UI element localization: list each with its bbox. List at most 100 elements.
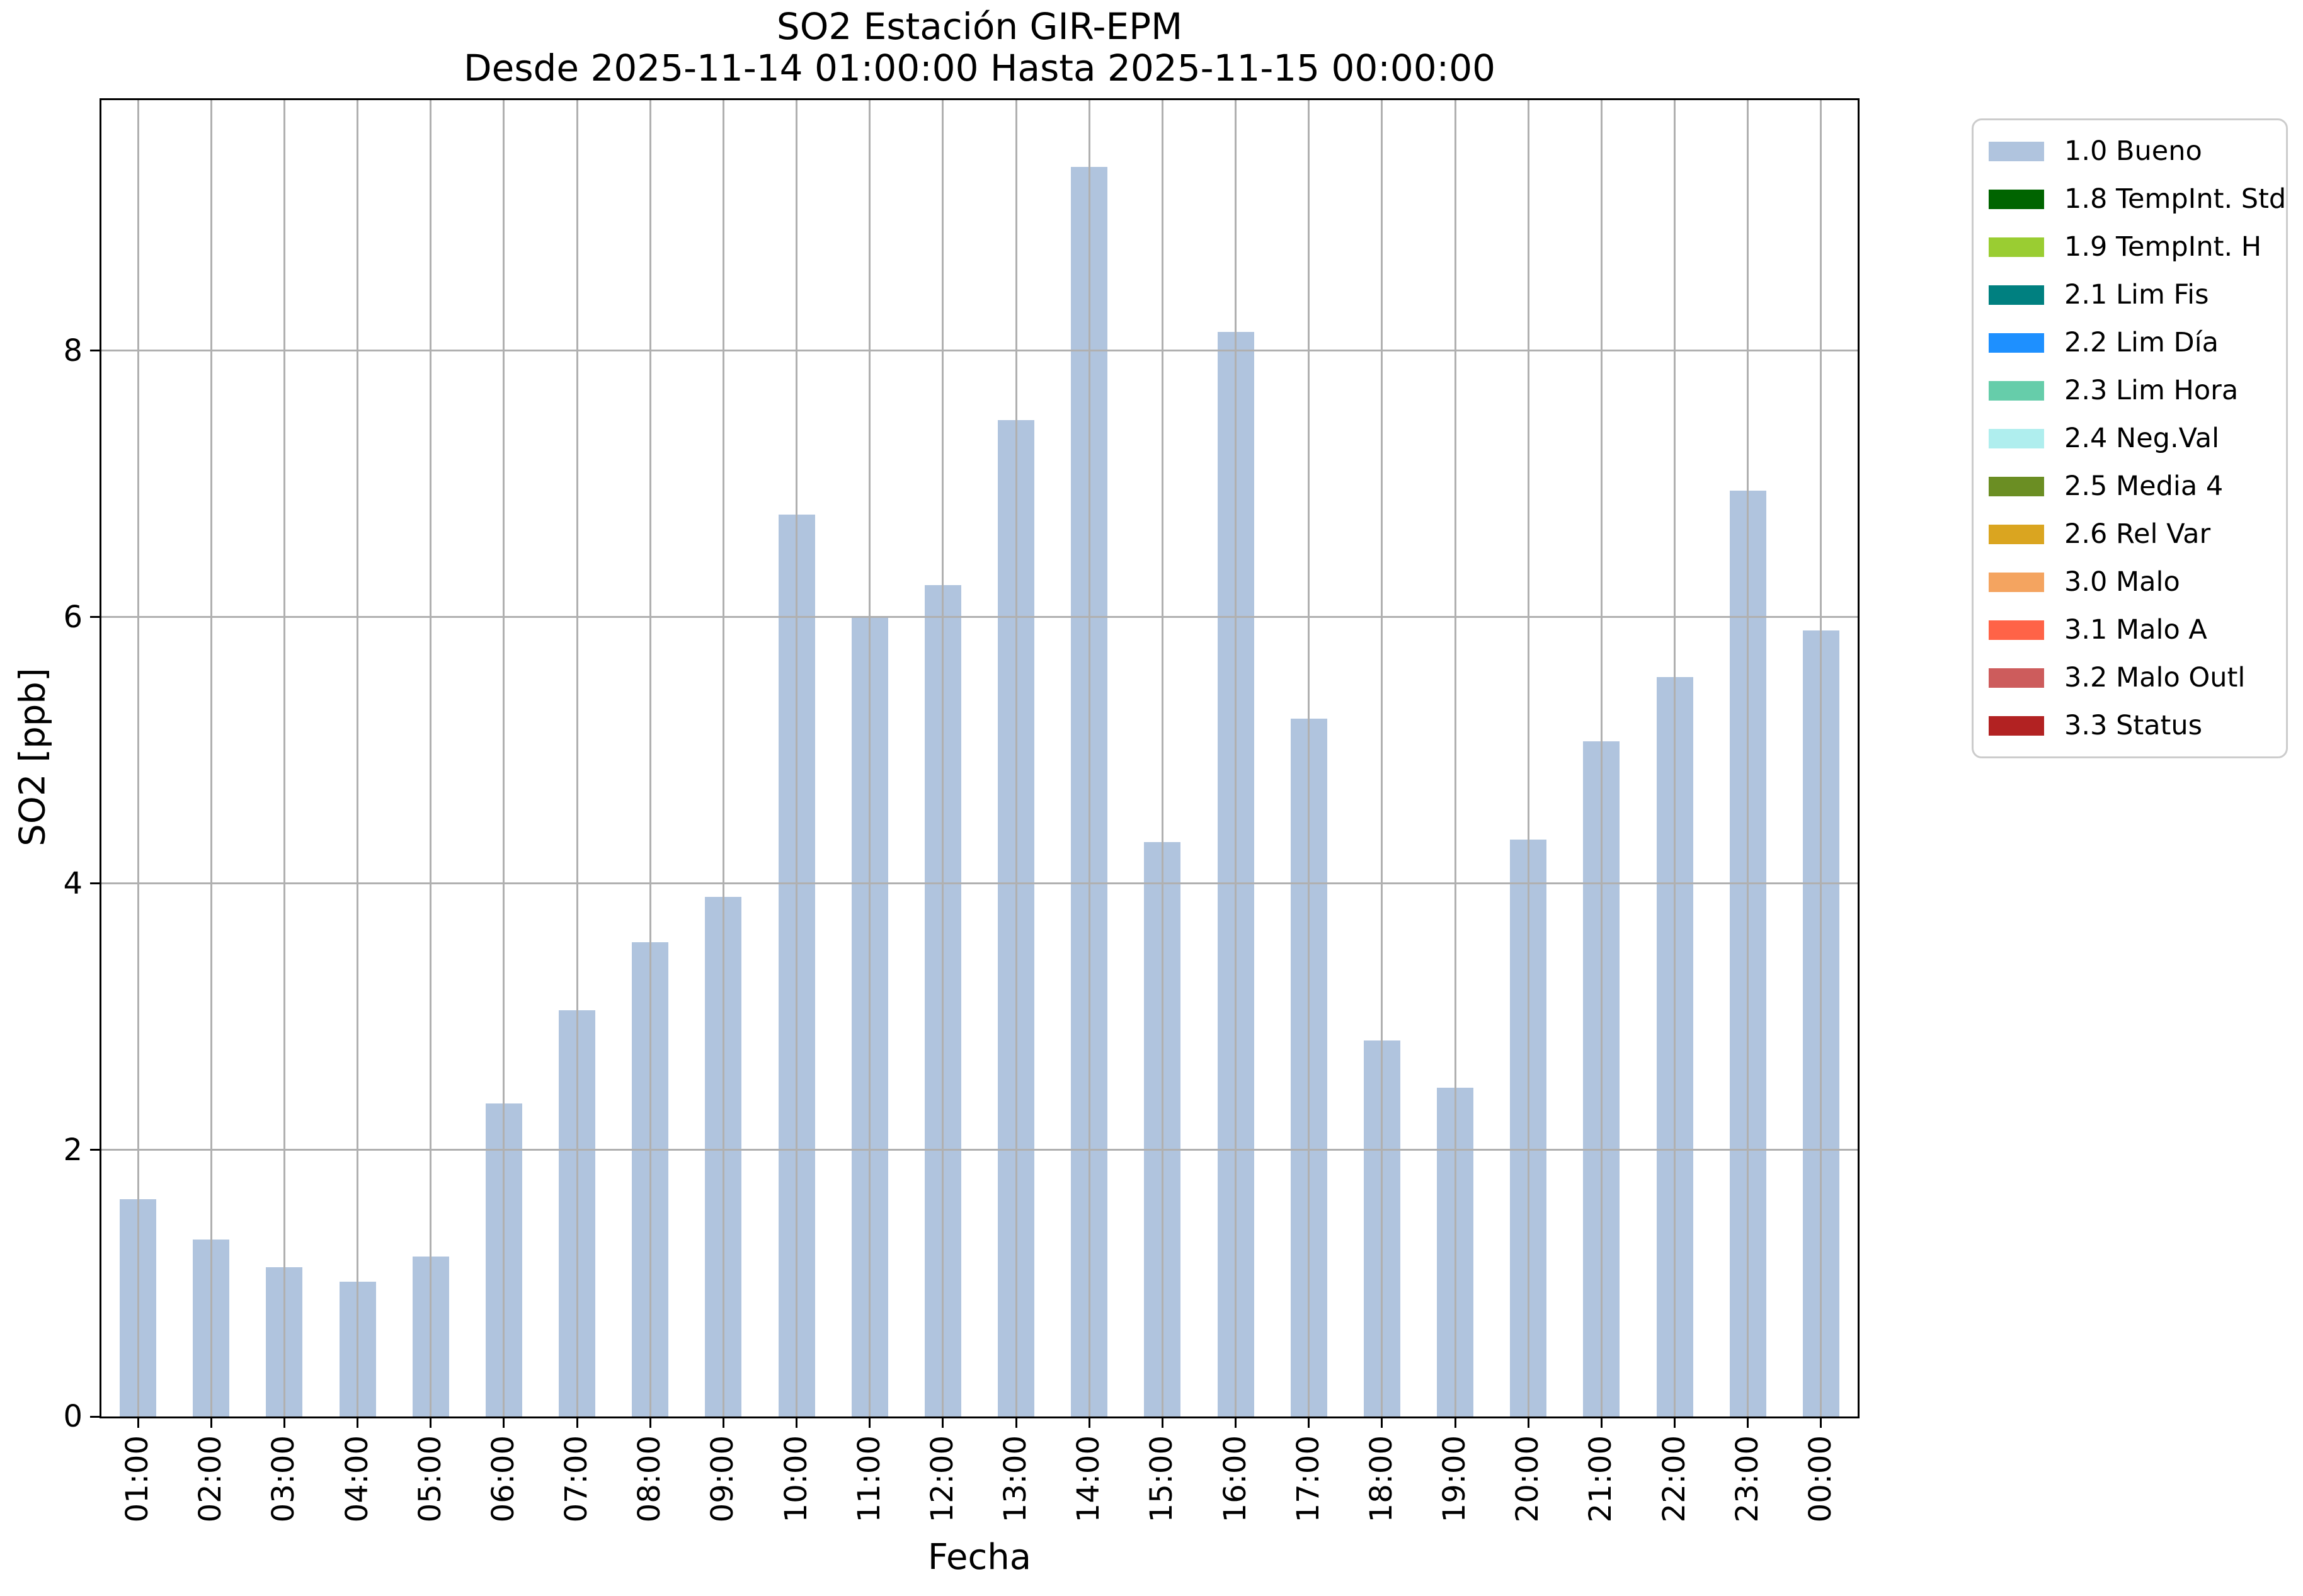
legend-item-label: 2.1 Lim Fis (2064, 279, 2209, 311)
x-tick-mark (1088, 1418, 1090, 1428)
x-axis-label: Fecha (927, 1537, 1032, 1578)
gridline-vertical (796, 100, 798, 1416)
chart-subtitle: Desde 2025-11-14 01:00:00 Hasta 2025-11-… (463, 47, 1496, 89)
legend-item: 3.1 Malo A (1989, 615, 2271, 644)
x-tick-label: 22:00 (1656, 1435, 1692, 1523)
gridline-vertical (1235, 100, 1237, 1416)
x-tick-mark (283, 1418, 285, 1428)
x-tick-mark (1454, 1418, 1456, 1428)
x-tick-label: 06:00 (485, 1435, 521, 1523)
gridline-vertical (1527, 100, 1529, 1416)
chart-title: SO2 Estación GIR-EPM (776, 5, 1183, 48)
x-tick-label: 01:00 (120, 1435, 156, 1523)
y-tick-label: 8 (63, 333, 83, 368)
gridline-horizontal (101, 616, 1858, 618)
legend-item-label: 2.5 Media 4 (2064, 470, 2224, 502)
legend-swatch (1989, 380, 2044, 401)
legend-swatch (1989, 189, 2044, 209)
x-tick-mark (137, 1418, 139, 1428)
x-tick-mark (357, 1418, 359, 1428)
legend-item-label: 2.2 Lim Día (2064, 327, 2219, 358)
legend-item-label: 1.9 TempInt. H (2064, 231, 2262, 263)
x-tick-label: 10:00 (778, 1435, 814, 1523)
x-tick-mark (942, 1418, 944, 1428)
gridline-vertical (1381, 100, 1383, 1416)
y-tick-label: 4 (63, 865, 83, 901)
y-axis-label: SO2 [ppb] (12, 668, 54, 846)
legend-swatch (1989, 476, 2044, 496)
gridline-vertical (1747, 100, 1749, 1416)
y-tick-mark (90, 1415, 100, 1418)
x-tick-mark (1747, 1418, 1749, 1428)
y-tick-label: 2 (63, 1132, 83, 1168)
x-tick-mark (722, 1418, 724, 1428)
gridline-vertical (1454, 100, 1456, 1416)
x-tick-label: 19:00 (1437, 1435, 1473, 1523)
x-tick-mark (796, 1418, 798, 1428)
legend-item-label: 2.4 Neg.Val (2064, 423, 2220, 454)
x-tick-label: 02:00 (193, 1435, 229, 1523)
legend-item: 2.1 Lim Fis (1989, 280, 2271, 309)
legend-item: 2.4 Neg.Val (1989, 424, 2271, 453)
y-tick-mark (90, 350, 100, 352)
x-tick-mark (869, 1418, 871, 1428)
legend-swatch (1989, 524, 2044, 544)
x-tick-label: 20:00 (1510, 1435, 1546, 1523)
x-tick-label: 05:00 (412, 1435, 448, 1523)
legend-swatch (1989, 285, 2044, 305)
legend-item: 2.3 Lim Hora (1989, 376, 2271, 405)
legend-item: 3.2 Malo Outl (1989, 663, 2271, 692)
gridline-vertical (1308, 100, 1310, 1416)
x-tick-mark (1308, 1418, 1310, 1428)
x-tick-label: 14:00 (1071, 1435, 1107, 1523)
x-tick-label: 09:00 (705, 1435, 741, 1523)
x-tick-mark (1527, 1418, 1529, 1428)
y-tick-mark (90, 882, 100, 885)
legend-item: 1.9 TempInt. H (1989, 232, 2271, 261)
gridline-vertical (722, 100, 724, 1416)
gridline-vertical (503, 100, 505, 1416)
gridline-vertical (576, 100, 578, 1416)
legend-item: 2.2 Lim Día (1989, 328, 2271, 357)
gridline-horizontal (101, 1149, 1858, 1151)
x-tick-label: 00:00 (1802, 1435, 1838, 1523)
x-tick-label: 18:00 (1363, 1435, 1399, 1523)
legend-item-label: 2.3 Lim Hora (2064, 375, 2239, 406)
legend-item-label: 1.0 Bueno (2064, 135, 2202, 167)
legend-item-label: 1.8 TempInt. Std (2064, 183, 2287, 215)
gridline-vertical (357, 100, 359, 1416)
gridline-vertical (869, 100, 871, 1416)
x-tick-label: 13:00 (998, 1435, 1034, 1523)
gridline-vertical (210, 100, 212, 1416)
gridline-vertical (283, 100, 285, 1416)
x-tick-label: 23:00 (1729, 1435, 1765, 1523)
legend-item-label: 3.2 Malo Outl (2064, 662, 2246, 693)
legend-swatch (1989, 620, 2044, 640)
legend-swatch (1989, 572, 2044, 592)
x-tick-mark (1381, 1418, 1383, 1428)
legend-item: 3.0 Malo (1989, 567, 2271, 596)
gridline-vertical (942, 100, 944, 1416)
legend-item-label: 3.3 Status (2064, 710, 2203, 741)
gridline-horizontal (101, 350, 1858, 352)
y-tick-mark (90, 616, 100, 618)
legend-item: 1.0 Bueno (1989, 137, 2271, 166)
legend-swatch (1989, 141, 2044, 161)
gridline-vertical (1161, 100, 1163, 1416)
legend-swatch (1989, 333, 2044, 353)
legend-item: 1.8 TempInt. Std (1989, 185, 2286, 214)
gridline-vertical (1674, 100, 1676, 1416)
legend-swatch (1989, 428, 2044, 448)
legend-item: 2.5 Media 4 (1989, 472, 2271, 501)
gridline-vertical (1015, 100, 1017, 1416)
legend: 1.0 Bueno 1.8 TempInt. Std 1.9 TempInt. H 2… (1972, 118, 2288, 758)
x-tick-mark (430, 1418, 432, 1428)
gridline-vertical (1088, 100, 1090, 1416)
x-tick-label: 16:00 (1217, 1435, 1253, 1523)
legend-swatch (1989, 668, 2044, 688)
gridline-vertical (137, 100, 139, 1416)
x-tick-label: 08:00 (632, 1435, 668, 1523)
gridline-vertical (649, 100, 651, 1416)
legend-item-label: 3.0 Malo (2064, 566, 2180, 598)
